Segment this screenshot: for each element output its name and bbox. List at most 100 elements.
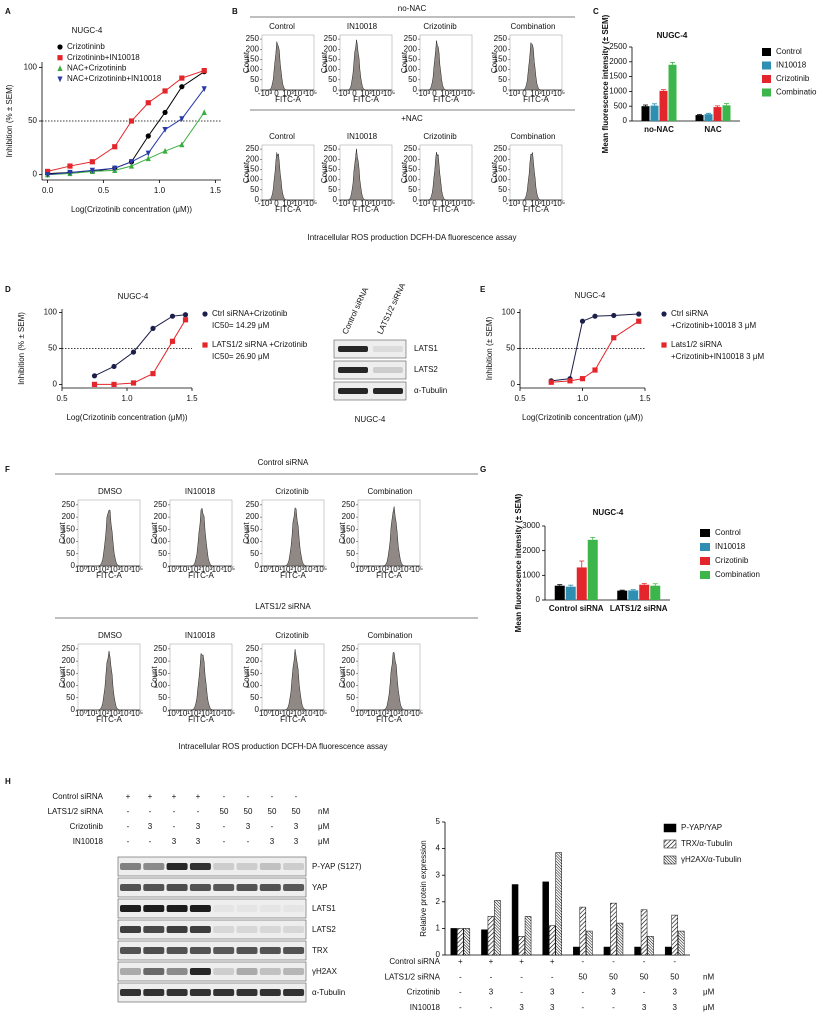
- column-label: IN10018: [347, 22, 378, 31]
- histogram-y-tick-label: 200: [62, 512, 76, 521]
- condition-value: 3: [519, 1003, 524, 1012]
- x-tick-label: 1.5: [186, 394, 198, 403]
- histogram-y-tick-label: 150: [342, 524, 356, 533]
- column-label: IN10018: [347, 132, 378, 141]
- histogram-y-label: Count: [400, 161, 409, 183]
- legend-swatch: [700, 571, 710, 579]
- blot-band: [143, 926, 165, 933]
- histogram-y-tick-label: 0: [351, 561, 356, 570]
- bar: [671, 914, 678, 956]
- legend-swatch: [762, 88, 771, 97]
- error-bar: [630, 589, 636, 591]
- condition-value: 3: [246, 822, 251, 831]
- data-point: [128, 118, 135, 124]
- column-label: Crizotinib: [423, 132, 457, 141]
- blot-band: [236, 905, 258, 912]
- histogram-x-tick-label: 10³: [389, 565, 401, 574]
- condition-value: -: [643, 988, 646, 997]
- legend-marker: [57, 76, 63, 83]
- bar: [554, 585, 565, 600]
- chart-title: NUGC-4: [657, 31, 688, 40]
- histogram-y-tick-label: 100: [404, 65, 418, 74]
- blot-band: [143, 884, 165, 891]
- histogram-x-tick-label: 10⁰: [259, 565, 271, 574]
- chart-title: NUGC-4: [575, 291, 606, 300]
- data-point: [89, 167, 95, 174]
- blot-band: [166, 926, 188, 933]
- histogram-y-tick-label: 0: [255, 195, 260, 204]
- histogram-y-tick-label: 250: [246, 34, 260, 43]
- histogram-x-tick-label: 10¹: [270, 565, 282, 574]
- histogram-x-label: FITC-A: [96, 715, 122, 724]
- histogram-y-label: Count: [490, 51, 499, 73]
- histogram-y-tick-label: 150: [324, 165, 338, 174]
- histogram-x-tick-label: 10²: [282, 709, 294, 718]
- histogram-y-tick-label: 50: [408, 185, 417, 194]
- data-point: [145, 155, 151, 162]
- histogram-y-tick-label: 100: [154, 537, 168, 546]
- histogram-y-tick-label: 250: [404, 34, 418, 43]
- blot-band: [166, 884, 188, 891]
- bar: [548, 925, 556, 956]
- histogram-x-tick-label: 10³: [360, 89, 372, 98]
- histogram-y-tick-label: 150: [246, 55, 260, 64]
- condition-value: -: [247, 837, 250, 846]
- x-tick-label: LATS1/2 siRNA: [610, 604, 668, 613]
- condition-value: 3: [270, 837, 275, 846]
- lane-label: LATS1/2 siRNA: [376, 281, 408, 336]
- data-point: [611, 335, 617, 341]
- histogram-x-tick-label: 10⁴: [293, 199, 306, 208]
- bar: [518, 936, 525, 956]
- blot-band: [166, 863, 188, 870]
- y-tick-label: 1000: [609, 87, 627, 96]
- condition-value: 3: [642, 1003, 647, 1012]
- bar: [573, 946, 580, 956]
- histogram-x-tick-label: 0: [352, 199, 357, 208]
- histogram-x-tick-label: 10²: [190, 709, 202, 718]
- blot-band: [189, 989, 211, 996]
- data-point: [162, 147, 168, 154]
- histogram-y-tick-label: 250: [404, 144, 418, 153]
- histogram-x-tick-label: 10⁵: [411, 709, 423, 718]
- blot-row-label: P-YAP (S127): [312, 862, 362, 871]
- y-tick-label: 5: [436, 817, 441, 826]
- blot-band: [338, 367, 368, 373]
- error-bar: [652, 103, 657, 106]
- data-point: [145, 150, 151, 157]
- histogram-y-tick-label: 150: [154, 524, 168, 533]
- histogram-y-tick-label: 50: [66, 549, 75, 558]
- legend-marker: [57, 65, 63, 71]
- panel-label: B: [232, 7, 238, 16]
- histogram-y-tick-label: 100: [62, 537, 76, 546]
- error-bar: [557, 584, 563, 586]
- histogram-x-tick-label: 10⁴: [400, 709, 413, 718]
- blot-band: [143, 989, 165, 996]
- histogram-y-tick-label: 200: [324, 154, 338, 163]
- y-tick-label: 500: [614, 101, 628, 110]
- y-tick-label: 1: [436, 924, 441, 933]
- histogram-x-label: FITC-A: [523, 95, 549, 104]
- blot-band: [189, 863, 211, 870]
- histogram-y-label: Count: [242, 666, 251, 688]
- data-point: [130, 349, 137, 355]
- histogram-x-tick-label: 10⁰: [355, 565, 367, 574]
- blot-row-label: α-Tubulin: [312, 988, 345, 997]
- histogram-x-tick-label: 10⁴: [120, 565, 133, 574]
- blot-band: [166, 989, 188, 996]
- data-point: [636, 311, 642, 317]
- column-label: Crizotinib: [423, 22, 457, 31]
- histogram-y-tick-label: 0: [351, 705, 356, 714]
- x-tick-label: 0.5: [56, 394, 68, 403]
- histogram-x-tick-label: 10¹: [366, 709, 378, 718]
- column-label: DMSO: [98, 487, 122, 496]
- histogram-y-tick-label: 150: [494, 165, 508, 174]
- histogram-x-tick-label: 0: [522, 89, 527, 98]
- condition-value: -: [612, 957, 615, 966]
- error-bar: [724, 103, 729, 106]
- bar: [576, 567, 587, 600]
- error-bar: [641, 583, 647, 585]
- blot-row: [333, 360, 407, 380]
- histogram-x-tick-label: 10²: [190, 565, 202, 574]
- blot-band: [373, 367, 403, 373]
- blot-band: [259, 926, 281, 933]
